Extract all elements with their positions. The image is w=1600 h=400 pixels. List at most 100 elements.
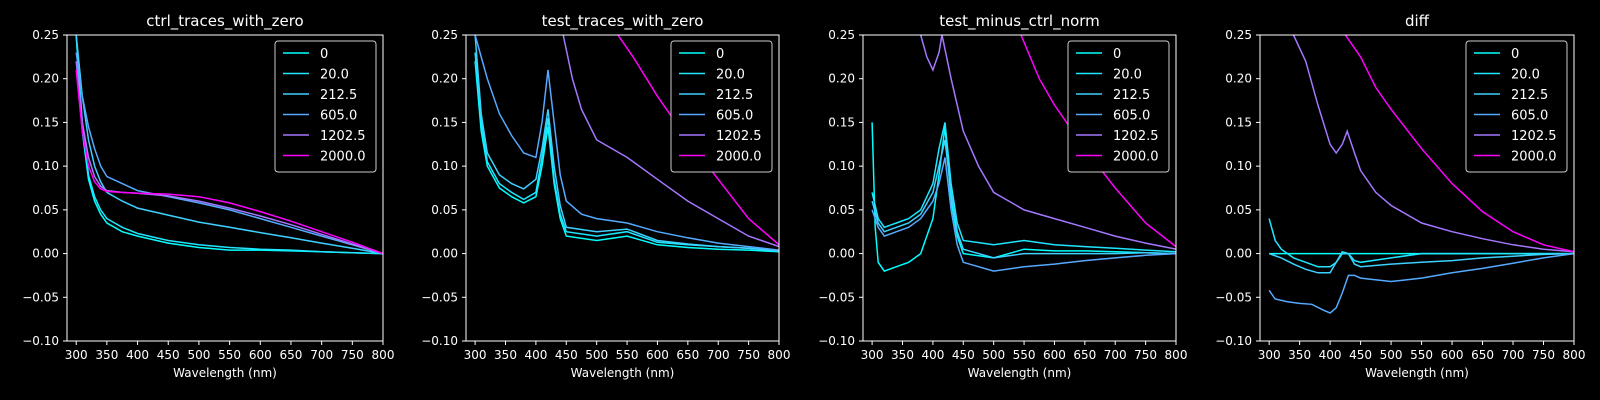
x-tick-label: 750 [1532,348,1555,362]
series-line-20.0 [871,122,1176,253]
x-tick-label: 350 [891,348,914,362]
legend-label: 0 [716,47,724,62]
y-tick-label: −0.10 [818,334,855,348]
legend: 0 20.0 212.5 605.0 1202.5 2000.0 [670,40,773,173]
y-tick-label: 0.15 [1225,115,1252,129]
y-tick-label: 0.10 [32,159,59,173]
series-line-2000.0 [75,69,383,255]
axes-frame [1259,34,1575,342]
x-tick-label: 700 [1502,348,1525,362]
x-tick-label: 300 [861,348,884,362]
series-line-1202.5 [75,61,383,255]
series-line-20.0 [75,35,383,255]
legend-label: 605.0 [1113,109,1150,124]
x-tick-label: 600 [249,348,272,362]
x-tick-label: 400 [524,348,547,362]
x-tick-label: 350 [494,348,517,362]
series-line-212.5 [75,35,383,255]
x-axis-label: Wavelength (nm) [571,366,675,380]
x-tick-label: 800 [768,348,791,362]
series-line-2000.0 [1344,35,1574,253]
chart-panel-1: 300 350 400 450 500 550 600 650 700 750 800 −0.10 −0… [22,12,394,380]
legend-label: 0 [1511,47,1519,62]
y-tick-label: 0.05 [32,203,59,217]
y-tick-label: 0.10 [431,159,458,173]
legend-label: 212.5 [1113,88,1150,103]
x-tick-label: 450 [952,348,975,362]
legend-label: 2000.0 [1511,150,1557,165]
chart-panel-2: 300 350 400 450 500 550 600 650 700 750 800 −0.10 −0… [421,12,790,380]
x-tick-label: 600 [646,348,669,362]
legend-label: 20.0 [1511,68,1540,83]
y-tick-label: −0.05 [818,290,855,304]
y-tick-label: −0.10 [22,334,59,348]
series-line-1202.5 [562,35,779,248]
y-tick-label: −0.05 [22,290,59,304]
y-tick-label: −0.05 [1215,290,1252,304]
x-tick-label: 800 [372,348,395,362]
x-axis-label: Wavelength (nm) [173,366,277,380]
x-tick-label: 750 [341,348,364,362]
axes-frame [862,34,1177,342]
x-tick-label: 700 [310,348,333,362]
x-tick-label: 750 [1134,348,1157,362]
x-tick-label: 500 [982,348,1005,362]
y-tick-label: −0.10 [1215,334,1252,348]
y-tick-label: 0.20 [828,72,855,86]
legend-label: 2000.0 [716,150,762,165]
x-tick-label: 650 [280,348,303,362]
legend-label: 20.0 [320,68,349,83]
legend: 0 20.0 212.5 605.0 1202.5 2000.0 [274,40,377,173]
y-tick-label: 0.15 [828,115,855,129]
x-tick-label: 300 [464,348,487,362]
x-tick-label: 700 [707,348,730,362]
x-tick-label: 650 [1073,348,1096,362]
x-tick-label: 450 [1349,348,1372,362]
legend-label: 20.0 [1113,68,1142,83]
x-tick-label: 400 [921,348,944,362]
series-line-212.5 [1268,250,1574,274]
series-line-212.5 [871,139,1176,259]
x-tick-label: 300 [65,348,88,362]
x-tick-label: 400 [1319,348,1342,362]
legend-label: 605.0 [320,109,357,124]
legend-label: 0 [1113,47,1121,62]
legend-label: 1202.5 [716,129,762,144]
x-tick-label: 750 [737,348,760,362]
x-tick-label: 600 [1043,348,1066,362]
legend-label: 2000.0 [320,150,366,165]
chart-panel-3: 300 350 400 450 500 550 600 650 700 750 800 −0.10 −0… [818,12,1187,380]
y-tick-label: 0.25 [828,28,855,42]
x-tick-label: 650 [676,348,699,362]
series-line-1202.5 [1292,35,1574,253]
legend-label: 1202.5 [1113,129,1159,144]
x-tick-label: 800 [1165,348,1188,362]
x-axis-label: Wavelength (nm) [968,366,1072,380]
legend-label: 212.5 [716,88,753,103]
x-tick-label: 500 [1380,348,1403,362]
series-line-20.0 [474,52,779,252]
x-tick-label: 350 [1288,348,1311,362]
legend-label: 2000.0 [1113,150,1159,165]
y-tick-label: 0.15 [32,115,59,129]
x-tick-label: 500 [585,348,608,362]
x-tick-label: 700 [1104,348,1127,362]
axes-frame [465,34,780,342]
series-line-605.0 [871,157,1176,272]
y-tick-label: 0.00 [32,247,59,261]
series-line-1202.5 [919,35,1176,250]
x-tick-label: 400 [126,348,149,362]
legend-label: 605.0 [1511,109,1548,124]
legend: 0 20.0 212.5 605.0 1202.5 2000.0 [1067,40,1170,173]
x-tick-label: 550 [218,348,241,362]
y-tick-label: 0.10 [1225,159,1252,173]
x-tick-label: 350 [95,348,118,362]
legend-label: 212.5 [1511,88,1548,103]
y-tick-label: 0.10 [828,159,855,173]
series-line-20.0 [1268,218,1574,268]
legend-label: 0 [320,47,328,62]
x-axis-label: Wavelength (nm) [1365,366,1469,380]
x-tick-label: 550 [1410,348,1433,362]
axes-frame [66,34,384,342]
